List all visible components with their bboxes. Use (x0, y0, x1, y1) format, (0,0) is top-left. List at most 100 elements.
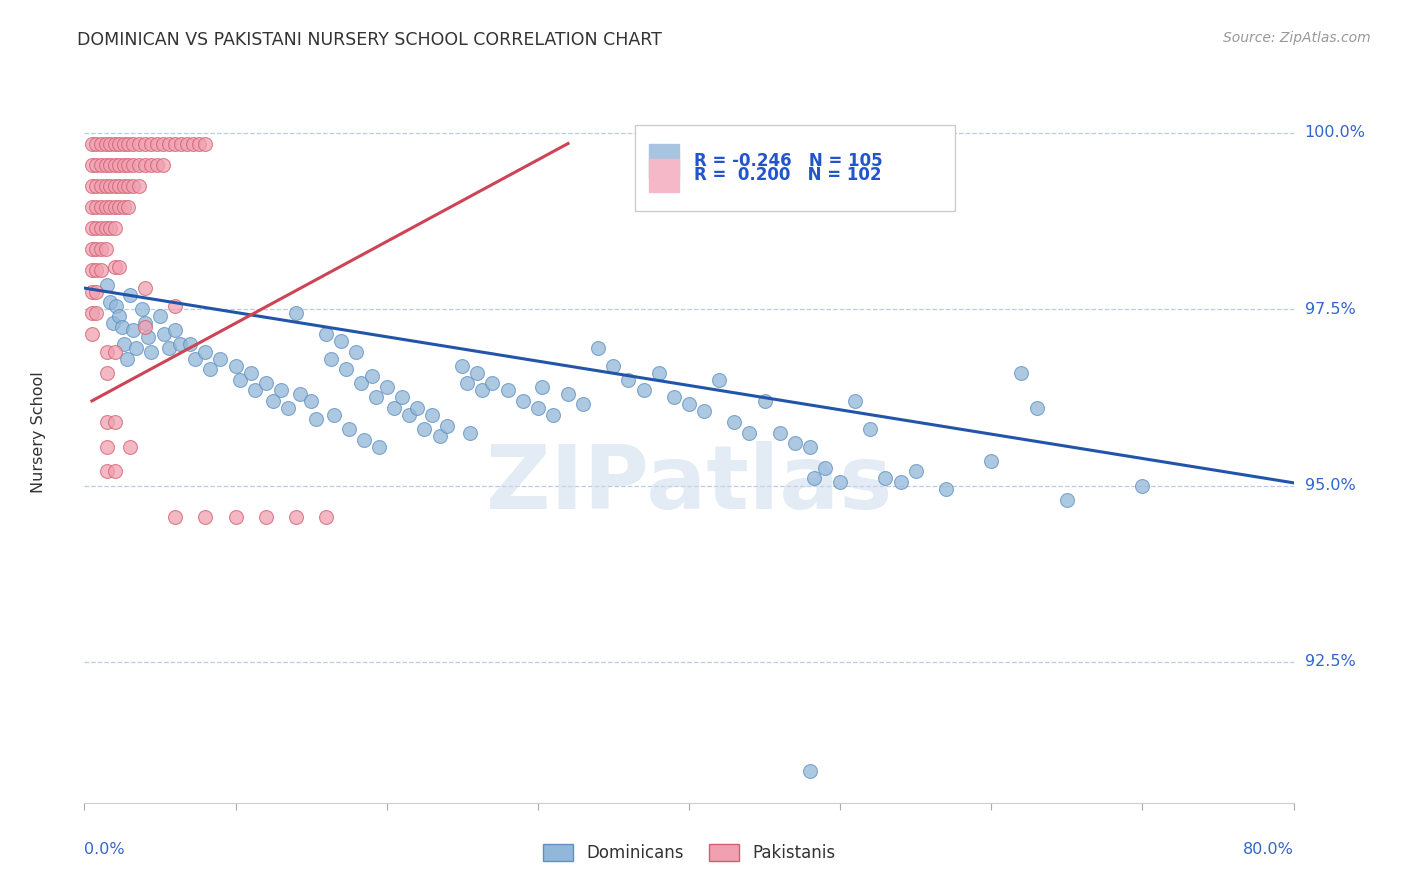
Point (152, 136, 174, 151)
Point (183, 351, 205, 366)
FancyBboxPatch shape (634, 126, 955, 211)
Point (104, 260, 127, 274)
Point (467, 366, 489, 380)
Point (413, 422, 436, 436)
Point (94, 242, 117, 256)
Point (181, 136, 204, 151)
Point (229, 373, 252, 387)
Point (754, 393, 776, 408)
Point (149, 310, 172, 324)
Point (134, 316, 156, 330)
Point (194, 344, 217, 359)
Point (194, 136, 217, 151)
Point (96, 344, 118, 359)
Point (904, 464, 927, 478)
Point (104, 178, 127, 193)
Point (90, 158, 112, 172)
Point (108, 178, 131, 193)
Point (165, 510, 187, 524)
Point (112, 178, 135, 193)
Point (360, 369, 382, 384)
Point (152, 158, 174, 172)
Point (121, 158, 143, 172)
Point (90, 263, 112, 277)
Point (90, 136, 112, 151)
Point (285, 306, 308, 320)
Text: 80.0%: 80.0% (1243, 842, 1294, 856)
Point (693, 404, 716, 418)
Point (94, 221, 117, 235)
Point (799, 440, 821, 454)
Point (451, 359, 474, 373)
Point (678, 397, 700, 411)
Text: R = -0.246   N = 105: R = -0.246 N = 105 (693, 152, 883, 169)
Point (209, 351, 232, 366)
Point (108, 136, 131, 151)
Point (117, 136, 139, 151)
Point (104, 344, 127, 359)
Point (118, 288, 141, 302)
Point (146, 158, 169, 172)
Point (90, 221, 112, 235)
Point (285, 510, 308, 524)
Point (648, 366, 671, 380)
Point (723, 415, 745, 429)
Point (104, 464, 127, 478)
Point (890, 475, 912, 489)
Point (98, 178, 121, 193)
Point (322, 408, 344, 422)
Point (105, 299, 128, 313)
Point (80, 242, 103, 256)
Point (769, 425, 792, 440)
Point (86, 221, 108, 235)
Point (117, 158, 139, 172)
Point (337, 422, 360, 436)
Point (290, 387, 312, 401)
Point (382, 401, 405, 415)
Point (830, 475, 852, 489)
Point (131, 302, 153, 317)
Point (814, 461, 837, 475)
Point (111, 319, 134, 334)
Point (1056, 492, 1078, 507)
Point (375, 380, 398, 394)
Point (398, 408, 420, 422)
Point (104, 136, 127, 151)
Text: 95.0%: 95.0% (1305, 478, 1355, 493)
Point (80, 221, 103, 235)
Point (101, 316, 124, 330)
Point (86, 306, 108, 320)
Point (134, 136, 156, 151)
Text: 0.0%: 0.0% (84, 842, 125, 856)
Point (128, 178, 150, 193)
Point (179, 337, 201, 351)
Point (153, 326, 176, 341)
Point (471, 384, 494, 398)
Text: 92.5%: 92.5% (1305, 654, 1355, 669)
Text: ZIPatlas: ZIPatlas (486, 441, 891, 528)
Point (243, 384, 266, 398)
Point (738, 425, 761, 440)
Point (96, 277, 118, 292)
Point (633, 384, 655, 398)
Point (108, 310, 131, 324)
Point (1011, 366, 1033, 380)
Point (139, 344, 162, 359)
Point (80, 158, 103, 172)
Bar (650, 144, 679, 178)
Point (139, 136, 162, 151)
Point (112, 136, 135, 151)
Point (239, 366, 262, 380)
Point (350, 376, 373, 391)
Point (531, 380, 554, 394)
Point (121, 323, 143, 337)
Point (157, 341, 180, 355)
Point (165, 136, 187, 151)
Point (541, 408, 564, 422)
Text: Nursery School: Nursery School (31, 372, 46, 493)
Point (315, 510, 337, 524)
Point (225, 359, 247, 373)
Point (118, 440, 141, 454)
Point (134, 319, 156, 334)
Point (108, 158, 131, 172)
